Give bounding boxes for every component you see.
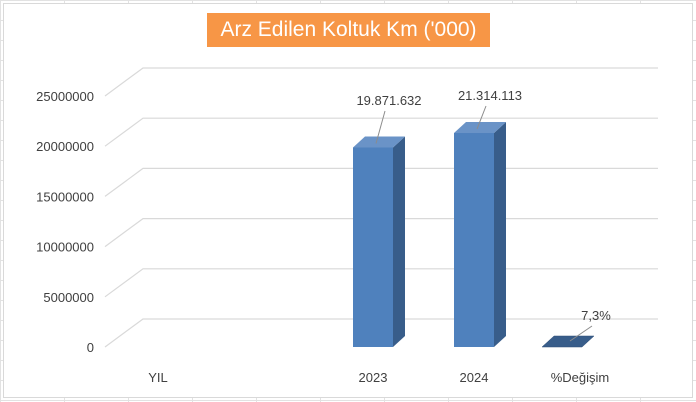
x-tick-label: YIL (148, 370, 168, 385)
y-tick-label: 15000000 (36, 189, 94, 204)
leader-line (375, 110, 386, 144)
chart-area[interactable] (3, 3, 693, 398)
y-tick-label: 25000000 (36, 89, 94, 104)
chart-title: Arz Edilen Koltuk Km ('000) (207, 13, 490, 47)
data-label: 19.871.632 (356, 93, 421, 108)
data-label: 21.314.113 (458, 88, 522, 103)
y-axis-tick-labels: 0 5000000 10000000 15000000 20000000 25000000 (36, 89, 94, 355)
x-tick-label: %Değişim (551, 370, 610, 385)
leader-line (476, 105, 487, 130)
gridline (104, 117, 658, 147)
data-label: 7,3% (581, 308, 611, 323)
bar-side (393, 136, 405, 347)
bar-top (454, 122, 506, 134)
y-tick-label: 0 (87, 340, 94, 355)
y-tick-label: 5000000 (43, 290, 94, 305)
gridline (104, 67, 658, 97)
leader-line (569, 325, 593, 342)
bar (353, 147, 393, 347)
x-tick-label: 2023 (359, 370, 388, 385)
y-tick-label: 10000000 (36, 240, 94, 255)
data-labels: 19.871.632 21.314.113 7,3% (356, 88, 611, 342)
bar (454, 133, 494, 347)
bars (353, 122, 595, 348)
y-tick-label: 20000000 (36, 139, 94, 154)
bar-top (353, 136, 405, 148)
x-axis-tick-labels: YIL 2023 2024 %Değişim (148, 370, 609, 385)
bar-side (494, 122, 506, 347)
x-tick-label: 2024 (460, 370, 489, 385)
bar-top (541, 335, 595, 348)
